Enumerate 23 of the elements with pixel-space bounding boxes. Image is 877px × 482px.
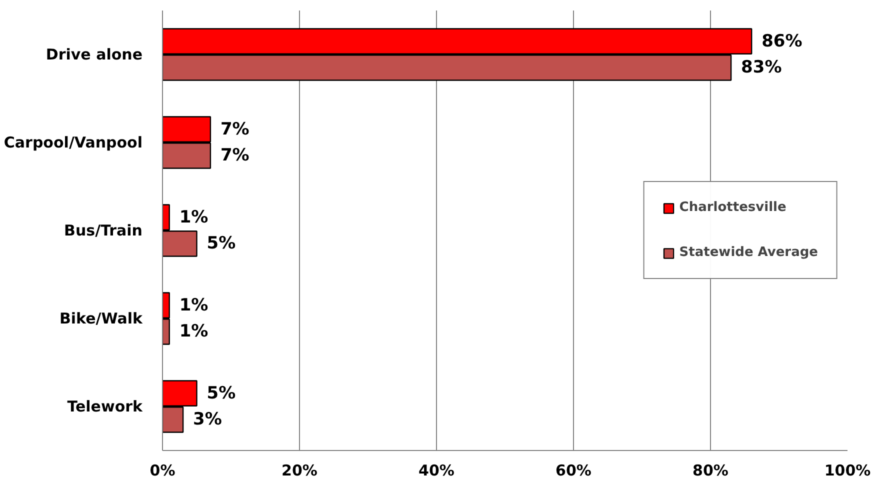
data-label: 1% xyxy=(179,322,208,342)
x-tick-label: 60% xyxy=(556,462,592,480)
y-tick-label: Drive alone xyxy=(46,46,143,64)
x-tick-label: 40% xyxy=(418,462,454,480)
data-label: 5% xyxy=(206,383,236,404)
x-tick-label: 0% xyxy=(150,462,176,480)
x-tick-label: 80% xyxy=(692,462,728,480)
data-label: 1% xyxy=(179,207,208,228)
data-label: 3% xyxy=(193,410,222,430)
y-tick-label: Telework xyxy=(67,398,144,416)
data-label: 7% xyxy=(220,119,250,140)
data-label: 86% xyxy=(762,31,802,52)
legend-label: Statewide Average xyxy=(679,245,818,260)
data-label: 7% xyxy=(220,146,250,166)
data-label: 5% xyxy=(206,234,236,254)
x-tick-label: 20% xyxy=(282,462,318,480)
y-tick-label: Bike/Walk xyxy=(59,310,144,328)
x-tick-label: 100% xyxy=(824,462,871,480)
data-label: 1% xyxy=(179,295,208,316)
legend-label: Charlottesville xyxy=(679,200,786,215)
y-tick-label: Carpool/Vanpool xyxy=(4,134,143,152)
y-tick-label: Bus/Train xyxy=(64,222,143,240)
data-label: 83% xyxy=(741,58,782,78)
